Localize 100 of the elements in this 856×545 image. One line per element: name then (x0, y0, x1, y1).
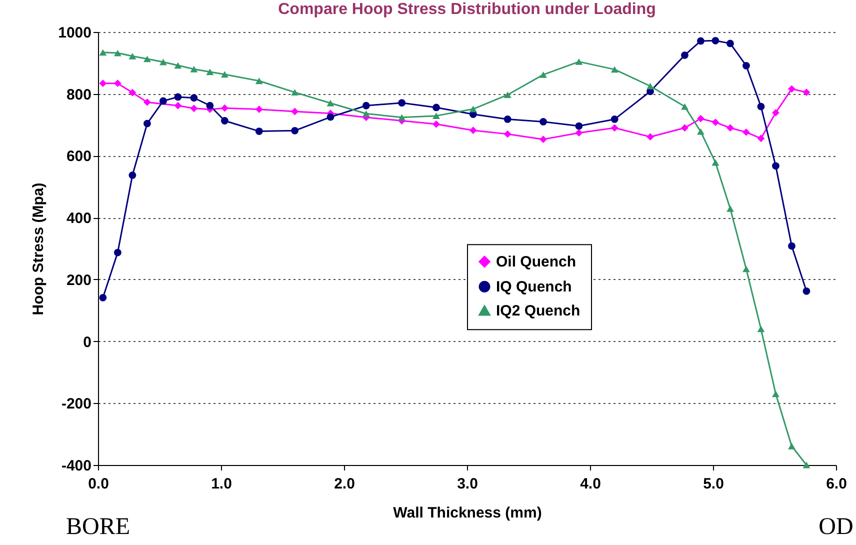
point (540, 71, 547, 78)
point (788, 242, 796, 250)
point (757, 134, 765, 142)
point (432, 112, 440, 120)
point (143, 98, 151, 106)
y-tick-label: -200 (61, 396, 92, 413)
y-tick-label: 1000 (58, 24, 92, 42)
y-tick-label: 0 (83, 334, 92, 351)
point (802, 462, 810, 468)
point (99, 49, 107, 56)
x-tick-label: 6.0 (826, 476, 847, 492)
point (540, 136, 547, 144)
y-axis-title: Hoop Stress (Mpa) (30, 182, 48, 316)
point (255, 106, 263, 114)
point (291, 126, 299, 134)
y-tick-label: 200 (66, 272, 92, 289)
point (128, 88, 136, 96)
point (362, 102, 370, 110)
point (398, 114, 406, 121)
point (291, 108, 299, 116)
chart-title: Compare Hoop Stress Distribution under Loading (278, 1, 656, 18)
point (575, 58, 583, 65)
text: OD (818, 514, 854, 540)
point (99, 80, 107, 88)
y-tick-label: -400 (61, 458, 92, 474)
point (696, 128, 704, 135)
point (681, 103, 688, 110)
point (772, 109, 780, 116)
x-tick-label: 2.0 (334, 476, 355, 492)
point (114, 248, 122, 256)
point (788, 442, 796, 450)
point (712, 36, 720, 44)
point (114, 80, 122, 88)
point (742, 62, 750, 70)
point (540, 118, 547, 126)
point (802, 88, 810, 96)
point (646, 82, 654, 90)
point (469, 126, 477, 134)
point (220, 71, 228, 78)
point (469, 106, 477, 112)
point (206, 68, 214, 76)
point (220, 117, 228, 124)
point (712, 118, 720, 126)
point (174, 62, 182, 69)
point (681, 51, 688, 59)
point (159, 58, 167, 66)
point (504, 92, 512, 98)
point (326, 113, 334, 121)
text: BORE (66, 514, 130, 540)
point (174, 93, 182, 101)
point (432, 120, 440, 128)
point (432, 104, 440, 112)
x-tick-label: 1.0 (211, 476, 232, 492)
point (742, 128, 750, 136)
point (772, 390, 780, 398)
point (726, 205, 734, 212)
point (174, 102, 182, 110)
point (726, 40, 734, 48)
x-axis-title: Wall Thickness (mm) (393, 504, 542, 522)
point (575, 129, 583, 137)
point (143, 56, 151, 62)
point (696, 114, 704, 122)
point (772, 162, 780, 170)
point (757, 102, 765, 110)
point (610, 116, 618, 123)
point (326, 100, 334, 106)
point (255, 128, 263, 135)
x-tick-label: 0.0 (88, 476, 109, 492)
point (788, 85, 796, 93)
point (742, 266, 750, 272)
legend-label: Oil Quench (496, 254, 576, 271)
legend-label: IQ Quench (496, 278, 572, 296)
point (504, 130, 512, 138)
point (128, 172, 136, 179)
point (362, 110, 370, 117)
point (190, 94, 198, 102)
x-tick-label: 4.0 (580, 476, 601, 492)
point (255, 78, 263, 84)
y-tick-label: 600 (66, 148, 92, 166)
point (610, 66, 618, 73)
point (99, 294, 107, 302)
legend-label: IQ2 Quench (496, 302, 580, 320)
point (681, 124, 688, 132)
point (575, 122, 583, 130)
point (610, 124, 618, 132)
point (696, 37, 704, 45)
point (206, 102, 214, 110)
point (398, 99, 406, 107)
x-tick-label: 5.0 (703, 476, 724, 492)
point (128, 52, 136, 60)
point (220, 104, 228, 112)
point (726, 124, 734, 132)
y-tick-label: 800 (66, 86, 92, 104)
point (712, 159, 720, 166)
point (159, 97, 167, 105)
y-tick-label: 400 (66, 210, 92, 228)
point (802, 287, 810, 295)
point (114, 50, 122, 56)
point (646, 133, 654, 141)
point (757, 326, 765, 332)
